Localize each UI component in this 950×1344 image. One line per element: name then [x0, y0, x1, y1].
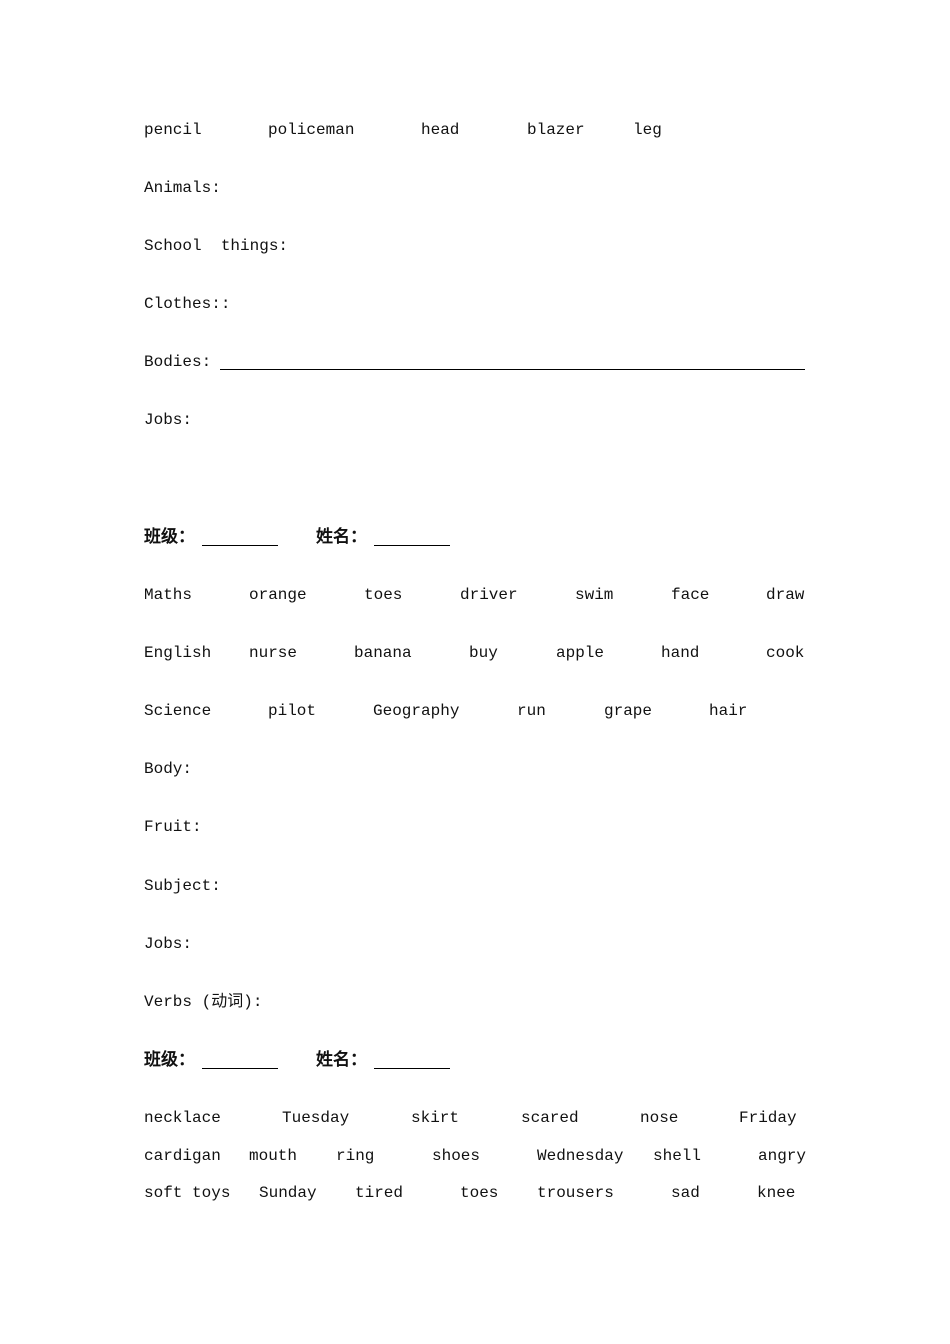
name-label: 姓名： — [316, 1050, 367, 1070]
word: Wednesday — [537, 1147, 624, 1165]
word: scared — [521, 1109, 579, 1127]
word: knee — [757, 1184, 796, 1202]
category-jobs: Jobs: — [144, 935, 193, 953]
word: necklace — [144, 1109, 221, 1127]
word: orange — [249, 586, 307, 604]
word: Science — [144, 702, 212, 720]
word: Maths — [144, 586, 193, 604]
category-clothes: Clothes:: — [144, 295, 231, 313]
class-field[interactable] — [202, 1068, 278, 1069]
word: hair — [709, 702, 748, 720]
word: run — [517, 702, 546, 720]
class-field[interactable] — [202, 545, 278, 546]
word: skirt — [411, 1109, 460, 1127]
word: apple — [556, 644, 605, 662]
answer-line[interactable] — [220, 369, 805, 370]
word: head — [421, 121, 460, 139]
word: nose — [640, 1109, 679, 1127]
word: Geography — [373, 702, 460, 720]
word: Tuesday — [282, 1109, 350, 1127]
word: Friday — [739, 1109, 797, 1127]
word: cook — [766, 644, 805, 662]
category-jobs: Jobs: — [144, 411, 193, 429]
word: swim — [575, 586, 614, 604]
word: draw — [766, 586, 805, 604]
word: leg — [633, 121, 662, 139]
category-school-things: School things: — [144, 237, 289, 255]
word: toes — [460, 1184, 499, 1202]
word: mouth — [249, 1147, 298, 1165]
class-label: 班级： — [144, 527, 195, 547]
word: buy — [469, 644, 498, 662]
word: pencil — [144, 121, 202, 139]
category-verbs: Verbs (动词): — [144, 993, 263, 1011]
word: shell — [653, 1147, 702, 1165]
word: hand — [661, 644, 700, 662]
word: soft toys — [144, 1184, 231, 1202]
word: ring — [336, 1147, 375, 1165]
word: driver — [460, 586, 518, 604]
word: toes — [364, 586, 403, 604]
word: English — [144, 644, 212, 662]
word: pilot — [268, 702, 317, 720]
category-animals: Animals: — [144, 179, 221, 197]
category-body: Body: — [144, 760, 193, 778]
word: blazer — [527, 121, 585, 139]
word: Sunday — [259, 1184, 317, 1202]
word: face — [671, 586, 710, 604]
word: nurse — [249, 644, 298, 662]
word: shoes — [432, 1147, 481, 1165]
category-bodies: Bodies: — [144, 353, 212, 371]
category-fruit: Fruit: — [144, 818, 202, 836]
word: tired — [355, 1184, 404, 1202]
word: policeman — [268, 121, 355, 139]
name-label: 姓名： — [316, 527, 367, 547]
word: grape — [604, 702, 653, 720]
name-field[interactable] — [374, 1068, 450, 1069]
word: angry — [758, 1147, 807, 1165]
word: banana — [354, 644, 412, 662]
word: sad — [671, 1184, 700, 1202]
category-subject: Subject: — [144, 877, 221, 895]
name-field[interactable] — [374, 545, 450, 546]
class-label: 班级： — [144, 1050, 195, 1070]
word: trousers — [537, 1184, 614, 1202]
word: cardigan — [144, 1147, 221, 1165]
